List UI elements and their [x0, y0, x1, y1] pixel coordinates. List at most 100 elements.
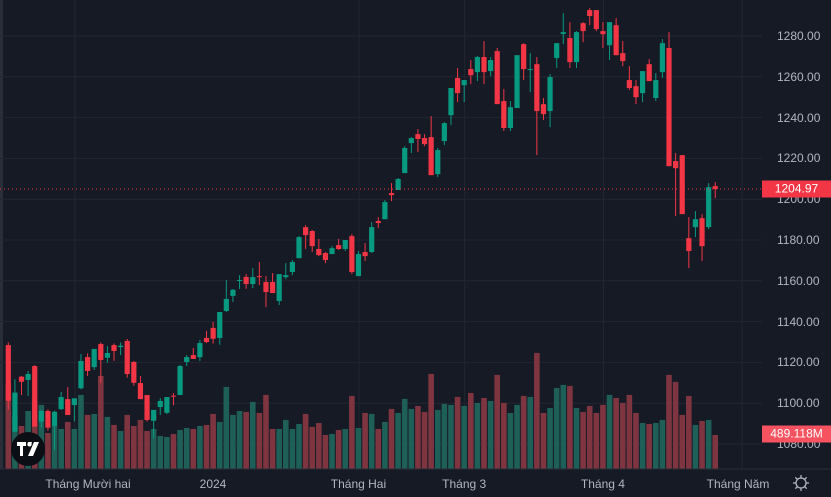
candle-body [38, 410, 44, 422]
volume-bar [639, 422, 646, 469]
candle-body [441, 123, 447, 142]
volume-bar [282, 419, 289, 469]
volume-bar [494, 374, 501, 469]
candle-body [375, 221, 381, 224]
volume-bar [71, 428, 78, 469]
candle-body [547, 77, 553, 112]
candle-body [673, 161, 679, 169]
volume-bar [355, 427, 362, 469]
price-tick-label: 1180.00 [777, 233, 820, 247]
volume-bar [78, 394, 84, 469]
volume-bar [573, 407, 580, 469]
candle-body [494, 51, 500, 105]
volume-bar [421, 411, 428, 469]
candle-body [468, 69, 474, 76]
volume-bar [302, 413, 309, 469]
volume-bar [646, 423, 652, 469]
volume-bar [190, 428, 197, 469]
volume-bar [157, 435, 164, 469]
tradingview-logo-icon[interactable] [11, 432, 45, 466]
volume-bar [448, 404, 454, 469]
volume-bar [45, 432, 51, 469]
settings-gear-icon[interactable] [792, 474, 810, 492]
candle-body [111, 345, 117, 351]
candle-body [164, 397, 170, 413]
candle-body [283, 275, 289, 278]
candle-body [388, 193, 395, 196]
volume-bar [633, 412, 639, 469]
volume-bar [692, 424, 699, 469]
volume-bar [679, 414, 686, 469]
candle-body [514, 55, 520, 109]
volume-bar [428, 373, 434, 469]
volume-bar [144, 430, 150, 469]
volume-bar [507, 412, 514, 469]
candle-body [25, 374, 31, 380]
candle-body [428, 137, 434, 176]
volume-bar [613, 397, 619, 469]
candle-body [666, 48, 672, 167]
volume-bar [401, 398, 408, 469]
volume-bar [84, 414, 91, 469]
candle-body [448, 88, 454, 116]
candle-body [706, 187, 712, 228]
price-tick-label: 1240.00 [777, 110, 821, 125]
volume-bar [454, 396, 461, 469]
candle-body [712, 186, 718, 190]
volume-bar [316, 422, 322, 469]
candle-body [336, 245, 342, 249]
volume-bar [296, 423, 302, 469]
candle-body [32, 366, 38, 427]
candle-body [626, 80, 632, 89]
candle-body [91, 348, 97, 368]
price-tick-label: 1160.00 [777, 273, 820, 288]
candle-body [98, 344, 104, 360]
candle-body [540, 104, 547, 115]
candle-body [289, 262, 296, 273]
time-tick-label: Tháng Năm [706, 477, 770, 491]
volume-bar [705, 419, 712, 469]
candle-body [329, 248, 335, 255]
volume-bar [131, 425, 137, 469]
candle-body [131, 361, 137, 383]
candle-body [203, 337, 210, 342]
candle-body [18, 376, 25, 382]
candle-body [567, 38, 573, 63]
time-tick-label: 2024 [199, 477, 227, 491]
volume-bar [487, 400, 494, 469]
time-tick-label: Tháng Hai [330, 477, 387, 491]
candle-body [190, 355, 196, 359]
candle-body [474, 57, 480, 73]
volume-bar [104, 416, 111, 469]
volume-bar [210, 413, 216, 469]
candle-body [104, 353, 111, 358]
volume-bar [197, 425, 203, 469]
candle-body [362, 252, 368, 257]
candle-body [250, 277, 256, 285]
candle-body [236, 279, 243, 282]
candle-body [454, 78, 461, 94]
candle-body [580, 23, 586, 32]
volume-bar [586, 405, 593, 469]
candle-body [71, 398, 77, 406]
volume-bar [534, 352, 540, 469]
candle-body [342, 240, 348, 249]
candle-body [58, 397, 64, 410]
candle-body [395, 179, 401, 191]
time-tick-label: Tháng Mười hai [45, 477, 131, 491]
volume-bar [97, 375, 104, 469]
candle-body [51, 411, 58, 427]
candle-body [659, 43, 665, 73]
candle-body [118, 345, 124, 348]
volume-bar [672, 381, 679, 469]
candle-body [144, 395, 150, 420]
candle-body [177, 366, 183, 396]
volume-bar [626, 394, 633, 469]
volume-bar [520, 395, 527, 469]
candle-body [316, 248, 322, 256]
volume-bar [322, 434, 329, 469]
volume-bar [699, 420, 705, 469]
candle-body [587, 10, 593, 17]
candle-body [692, 219, 699, 228]
